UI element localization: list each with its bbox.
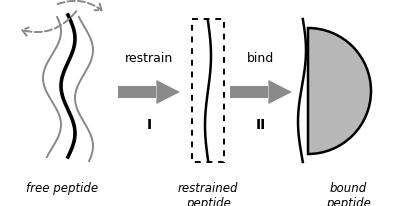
Text: I: I bbox=[146, 117, 152, 131]
Polygon shape bbox=[230, 86, 268, 99]
Text: II: II bbox=[256, 117, 266, 131]
FancyArrowPatch shape bbox=[58, 2, 102, 11]
Text: free peptide: free peptide bbox=[26, 181, 98, 194]
Wedge shape bbox=[308, 29, 371, 154]
Text: restrained
peptide: restrained peptide bbox=[178, 181, 238, 206]
Text: restrain: restrain bbox=[125, 52, 173, 65]
FancyArrowPatch shape bbox=[22, 12, 76, 36]
Polygon shape bbox=[118, 86, 156, 99]
Polygon shape bbox=[156, 81, 180, 104]
Text: bound
peptide: bound peptide bbox=[326, 181, 370, 206]
Text: bind: bind bbox=[247, 52, 275, 65]
Polygon shape bbox=[268, 81, 292, 104]
Bar bbox=[192, 20, 224, 162]
